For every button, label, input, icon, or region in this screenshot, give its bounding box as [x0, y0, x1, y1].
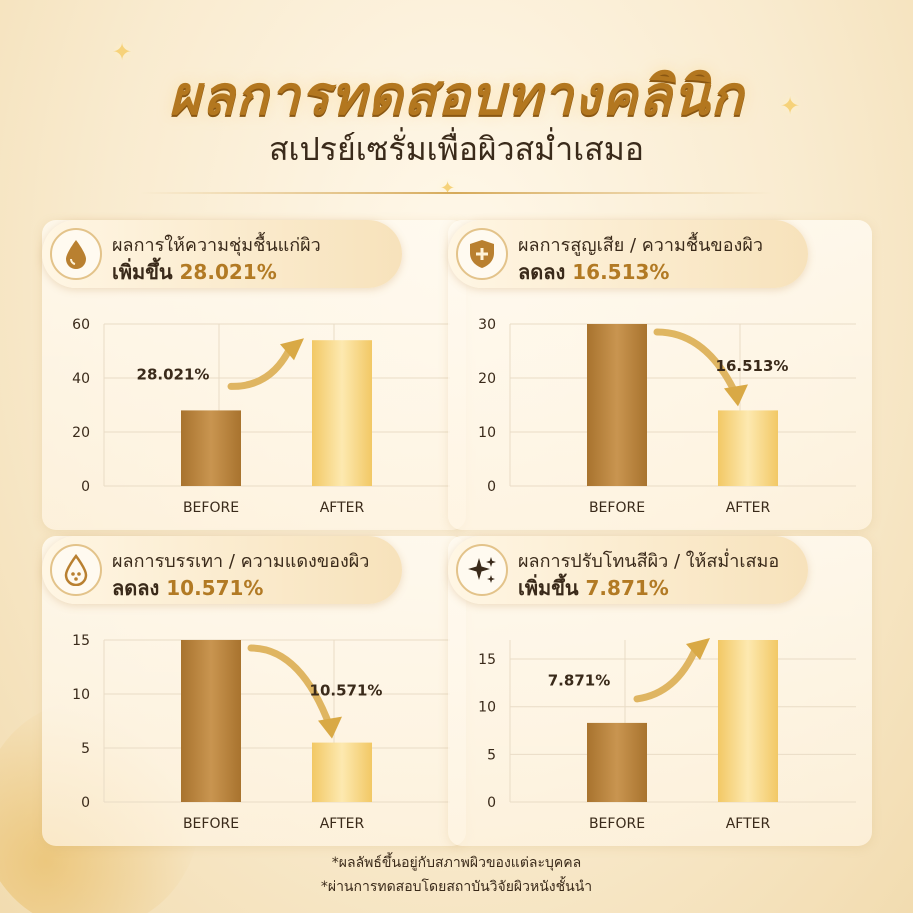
result-direction: ลดลง: [112, 576, 160, 600]
footnote: *ผลลัพธ์ขึ้นอยู่กับสภาพผิวของแต่ละบุคคล: [331, 855, 582, 871]
data-label: 7.871%: [548, 671, 610, 689]
x-tick-label: BEFORE: [589, 500, 645, 516]
trend-arrowhead: [724, 384, 748, 407]
result-value: 7.871%: [585, 576, 669, 600]
x-tick-label: AFTER: [726, 816, 771, 832]
result-direction: เพิ่มขึ้น: [518, 576, 579, 600]
trend-arrowhead: [280, 338, 304, 361]
result-label: ผลการสูญเสีย / ความชื้นของผิว: [518, 235, 763, 256]
bar-chart: 0 20 40 60 BEFORE AFTER 28.021%: [72, 317, 450, 516]
sparkles-icon: [456, 544, 508, 596]
bar-after: [312, 742, 372, 802]
data-label: 10.571%: [310, 681, 383, 699]
bar-chart: 0 5 10 15 BEFORE AFTER 7.871%: [478, 638, 856, 832]
y-tick-label: 15: [478, 652, 496, 668]
x-tick-label: BEFORE: [183, 816, 239, 832]
result-panel-skin-tone: ผลการปรับโทนสีผิว / ให้สม่ำเสมอ เพิ่มขึ้…: [448, 536, 872, 846]
bar-chart: 0 5 10 15 BEFORE AFTER 10.571%: [72, 633, 450, 832]
result-panel-redness: ผลการบรรเทา / ความแดงของผิว ลดลง 10.571%…: [42, 536, 466, 846]
y-tick-label: 10: [478, 425, 496, 441]
result-summary: ลดลง 16.513%: [518, 256, 669, 288]
bar-after: [718, 640, 778, 802]
result-summary: เพิ่มขึ้น 7.871%: [518, 572, 669, 604]
result-value: 28.021%: [179, 260, 277, 284]
result-pill: ผลการให้ความชุ่มชื้นแก่ผิว เพิ่มขึ้น 28.…: [42, 220, 402, 288]
trend-arrowhead: [318, 716, 342, 739]
trend-arrow: [633, 644, 700, 703]
shield-plus-icon: [456, 228, 508, 280]
trend-arrowhead: [686, 638, 710, 660]
trend-arrow: [247, 644, 334, 731]
y-tick-label: 60: [72, 317, 90, 333]
result-panel-moisture-loss: ผลการสูญเสีย / ความชื้นของผิว ลดลง 16.51…: [448, 220, 872, 530]
y-tick-label: 0: [81, 795, 90, 811]
bar-before: [181, 640, 241, 802]
y-tick-label: 20: [478, 371, 496, 387]
y-tick-label: 5: [487, 747, 496, 763]
y-tick-label: 10: [478, 700, 496, 716]
bar-after: [312, 340, 372, 486]
y-tick-label: 0: [487, 795, 496, 811]
y-tick-label: 15: [72, 633, 90, 649]
result-direction: ลดลง: [518, 260, 566, 284]
bar-before: [587, 324, 647, 486]
y-tick-label: 5: [81, 741, 90, 757]
sparkle-icon: ✦: [112, 38, 133, 66]
data-label: 16.513%: [716, 357, 789, 375]
result-direction: เพิ่มขึ้น: [112, 260, 173, 284]
result-label: ผลการปรับโทนสีผิว / ให้สม่ำเสมอ: [518, 551, 780, 572]
y-tick-label: 20: [72, 425, 90, 441]
water-drop-icon: [50, 228, 102, 280]
trend-arrow: [227, 344, 294, 390]
result-pill: ผลการบรรเทา / ความแดงของผิว ลดลง 10.571%: [42, 536, 402, 604]
result-value: 10.571%: [166, 576, 264, 600]
result-label: ผลการให้ความชุ่มชื้นแก่ผิว: [112, 235, 321, 256]
page-title: ผลการทดสอบทางคลินิก: [168, 64, 745, 127]
result-summary: เพิ่มขึ้น 28.021%: [112, 256, 277, 288]
y-tick-label: 40: [72, 371, 90, 387]
x-tick-label: AFTER: [726, 500, 771, 516]
result-summary: ลดลง 10.571%: [112, 572, 263, 604]
result-pill: ผลการสูญเสีย / ความชื้นของผิว ลดลง 16.51…: [448, 220, 808, 288]
y-tick-label: 0: [81, 479, 90, 495]
trend-arrow: [653, 328, 740, 398]
water-drop-outline-icon: [50, 544, 102, 596]
bar-before: [181, 410, 241, 486]
y-tick-label: 0: [487, 479, 496, 495]
data-label: 28.021%: [137, 365, 210, 383]
bar-after: [718, 410, 778, 486]
x-tick-label: BEFORE: [589, 816, 645, 832]
result-label: ผลการบรรเทา / ความแดงของผิว: [112, 551, 370, 572]
page-subtitle: สเปรย์เซรั่มเพื่อผิวสม่ำเสมอ: [269, 130, 644, 168]
title-divider: [140, 192, 773, 194]
result-panel-moisturizing: ผลการให้ความชุ่มชื้นแก่ผิว เพิ่มขึ้น 28.…: [42, 220, 466, 530]
bar-before: [587, 722, 647, 802]
result-pill: ผลการปรับโทนสีผิว / ให้สม่ำเสมอ เพิ่มขึ้…: [448, 536, 808, 604]
y-tick-label: 30: [478, 317, 496, 333]
bar-chart: 0 10 20 30 BEFORE AFTER 16.513%: [478, 317, 856, 516]
x-tick-label: BEFORE: [183, 500, 239, 516]
x-tick-label: AFTER: [320, 500, 365, 516]
footnote: *ผ่านการทดสอบโดยสถาบันวิจัยผิวหนังชั้นนำ: [320, 879, 593, 895]
y-tick-label: 10: [72, 687, 90, 703]
sparkle-icon: ✦: [440, 178, 456, 199]
x-tick-label: AFTER: [320, 816, 365, 832]
sparkle-icon: ✦: [780, 92, 801, 120]
result-value: 16.513%: [572, 260, 670, 284]
